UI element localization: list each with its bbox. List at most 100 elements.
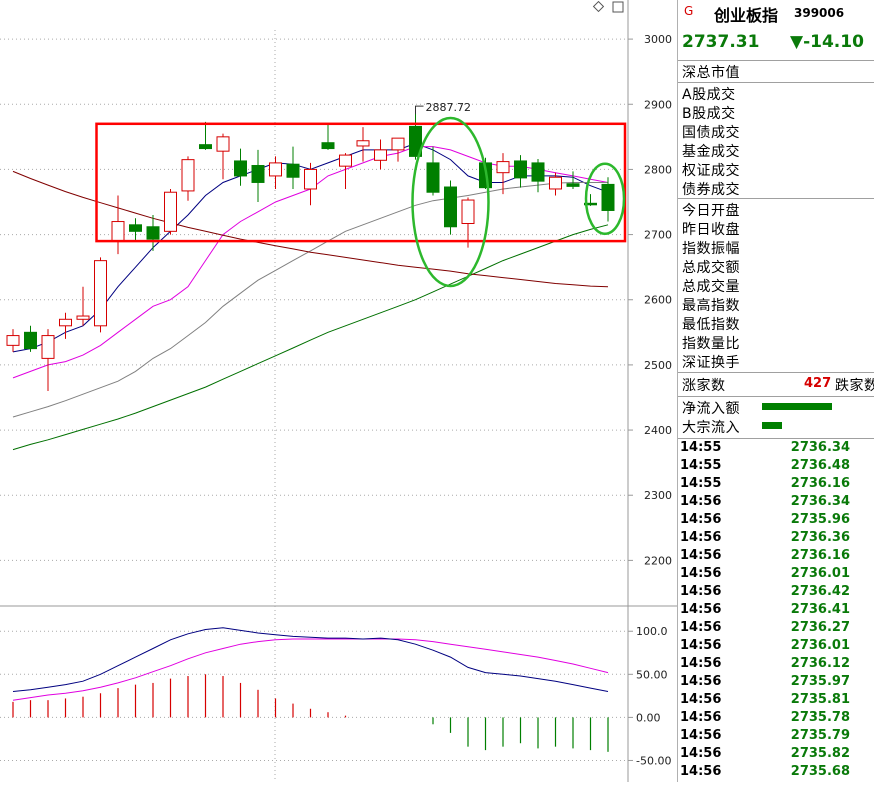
high-annotation: 2887.72	[426, 101, 472, 114]
tick-value: 2736.12	[790, 656, 850, 671]
candle-body	[374, 149, 387, 161]
price-tick-label: 3000	[644, 33, 672, 46]
tick-time: 14:55	[680, 458, 722, 473]
candle-body	[356, 140, 370, 147]
label-b-share: B股成交	[682, 106, 736, 122]
tick-time: 14:56	[680, 548, 722, 563]
divider	[678, 372, 874, 373]
label-block-inflow: 大宗流入	[682, 420, 740, 436]
price-tick-label: 2900	[644, 98, 672, 111]
candle-body	[41, 335, 55, 359]
tick-time: 14:56	[680, 656, 722, 671]
price-tick-label: 2600	[644, 294, 672, 307]
candle-body	[146, 226, 160, 240]
divider	[678, 198, 874, 199]
tick-time: 14:55	[680, 476, 722, 491]
tick-value: 2736.36	[790, 530, 850, 545]
label-warrant: 权证成交	[682, 163, 740, 179]
tick-value: 2736.16	[790, 548, 850, 563]
label-fund: 基金成交	[682, 144, 740, 160]
candle-body	[514, 160, 527, 179]
tick-time: 14:56	[680, 530, 722, 545]
price-tick-label: 2800	[644, 163, 672, 176]
advancers-count: 427	[804, 376, 832, 391]
tick-value: 2735.97	[790, 674, 850, 689]
price-tick-label: 2700	[644, 229, 672, 242]
tick-value: 2735.81	[790, 692, 850, 707]
highlight-rectangle	[95, 122, 627, 243]
kline-chart-area[interactable]: 3000 2900 2800 2700 2600 2500 2400 2300 2200 2887…	[0, 0, 677, 782]
tick-value: 2735.68	[790, 764, 850, 779]
candle-body	[339, 154, 352, 167]
label-advancers: 涨家数	[682, 378, 726, 394]
candle-body	[164, 191, 177, 232]
macd-dea-line	[12, 638, 609, 701]
candle-body	[269, 162, 282, 177]
label-open: 今日开盘	[682, 203, 740, 219]
candle-body	[76, 315, 90, 320]
label-decliners: 跌家数	[835, 378, 874, 394]
label-low: 最低指数	[682, 317, 740, 333]
tick-value: 2735.82	[790, 746, 850, 761]
price-tick-label: 2400	[644, 424, 672, 437]
tick-value: 2735.96	[790, 512, 850, 527]
price-tick-label: 2300	[644, 489, 672, 502]
tick-time: 14:56	[680, 710, 722, 725]
tick-time: 14:56	[680, 494, 722, 509]
divider	[678, 438, 874, 439]
label-prev-close: 昨日收盘	[682, 222, 740, 238]
last-price: 2737.31	[682, 32, 760, 52]
label-bond: 债券成交	[682, 182, 740, 198]
highlight-ellipse-right	[584, 162, 626, 235]
tick-time: 14:55	[680, 440, 722, 455]
divider	[678, 396, 874, 397]
price-tick-label: 2500	[644, 359, 672, 372]
macd-tick-label: 0.00	[636, 711, 661, 724]
tick-value: 2736.41	[790, 602, 850, 617]
tick-value: 2736.34	[790, 494, 850, 509]
macd-tick-label: -50.00	[636, 754, 671, 767]
tick-value: 2736.42	[790, 584, 850, 599]
candle-body	[59, 318, 72, 327]
candle-body	[234, 160, 247, 177]
label-high: 最高指数	[682, 298, 740, 314]
candle-body	[251, 165, 265, 183]
tick-time: 14:56	[680, 566, 722, 581]
label-vol-ratio: 指数量比	[682, 336, 740, 352]
kline-chart-canvas[interactable]: 3000 2900 2800 2700 2600 2500 2400 2300 2200 2887…	[0, 0, 677, 782]
candle-body	[409, 125, 422, 157]
candle-body	[111, 221, 125, 242]
tick-value: 2736.01	[790, 638, 850, 653]
candle-body	[216, 136, 230, 152]
tick-value: 2736.16	[790, 476, 850, 491]
label-turnover: 深证换手	[682, 355, 740, 371]
label-amplitude: 指数振幅	[682, 241, 740, 257]
tick-time: 14:56	[680, 620, 722, 635]
diamond-icon[interactable]	[592, 0, 605, 13]
label-market-cap: 深总市值	[682, 65, 740, 81]
quote-panel: G 创业板指 399006 2737.31 ▼-14.10 深总市值 A股成交 …	[677, 0, 874, 782]
tick-value: 2735.78	[790, 710, 850, 725]
maximize-icon[interactable]	[612, 1, 624, 13]
tick-value: 2736.48	[790, 458, 850, 473]
candle-body	[549, 176, 562, 190]
ma-line-ma_long	[12, 170, 609, 288]
candle-body	[304, 168, 317, 190]
candle-body	[199, 144, 212, 150]
candle-body	[94, 260, 107, 327]
tick-value: 2736.01	[790, 566, 850, 581]
label-a-share: A股成交	[682, 87, 736, 103]
candle-body	[426, 162, 440, 193]
macd-tick-label: 50.00	[636, 668, 668, 681]
instrument-name: 创业板指	[714, 6, 779, 25]
divider	[678, 82, 874, 83]
tick-time: 14:56	[680, 728, 722, 743]
candle-body	[496, 161, 510, 174]
high-marker	[415, 105, 424, 115]
market-badge: G	[684, 4, 694, 18]
highlight-ellipse-left	[411, 116, 490, 288]
tick-time: 14:56	[680, 764, 722, 779]
tick-time: 14:56	[680, 638, 722, 653]
candle-body	[321, 142, 335, 150]
divider	[678, 60, 874, 61]
